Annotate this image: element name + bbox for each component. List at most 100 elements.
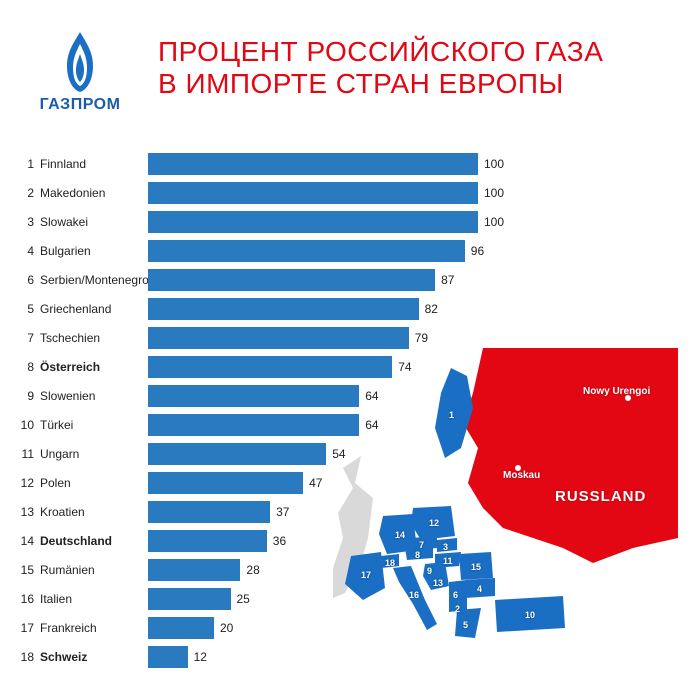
country-label: Polen [38,476,148,490]
bar-row: 1Finnland 100 [20,150,680,178]
country-label: Makedonien [38,186,148,200]
bar-value: 25 [231,588,250,610]
flame-icon [53,30,107,94]
country-label: Tschechien [38,331,148,345]
rank-number: 10 [20,418,38,432]
rank-number: 5 [20,302,38,316]
rank-number: 11 [20,447,38,461]
bar-container: 100 [148,211,680,233]
bar-value: 100 [478,153,504,175]
country-label: Slowenien [38,389,148,403]
bar [148,298,419,320]
bar [148,588,231,610]
map-badge: 9 [427,566,432,576]
rank-number: 16 [20,592,38,606]
map-badge: 15 [471,562,481,572]
country-label: Türkei [38,418,148,432]
map-badge: 11 [443,556,453,566]
bar-value: 12 [188,646,207,668]
map-badge: 7 [419,540,424,550]
bar [148,414,359,436]
bar-container: 96 [148,240,680,262]
bar-container: 87 [148,269,680,291]
country-label: Kroatien [38,505,148,519]
country-label: Griechenland [38,302,148,316]
country-label: Finnland [38,157,148,171]
bar-value: 47 [303,472,322,494]
map-badge: 8 [415,550,420,560]
map-badge: 4 [477,584,482,594]
bar [148,385,359,407]
bar [148,559,240,581]
country-label: Rumänien [38,563,148,577]
map-badge: 17 [361,570,371,580]
country-label: Deutschland [38,534,148,548]
rank-number: 17 [20,621,38,635]
bar [148,530,267,552]
bar-value: 82 [419,298,438,320]
europe-russia-map: Nowy Urengoi Moskau RUSSLAND 1 12 14 17 … [333,338,678,658]
bar [148,211,478,233]
rank-number: 9 [20,389,38,403]
gazprom-logo: ГАЗПРОМ [20,30,140,114]
bar-container: 100 [148,153,680,175]
bar [148,472,303,494]
title-line-1: ПРОЦЕНТ РОССИЙСКОГО ГАЗА [158,36,603,67]
country-label: Ungarn [38,447,148,461]
rank-number: 15 [20,563,38,577]
map-badge: 2 [455,604,460,614]
rank-number: 1 [20,157,38,171]
map-badge: 3 [443,542,448,552]
rank-number: 3 [20,215,38,229]
country-label: Slowakei [38,215,148,229]
bar-container: 100 [148,182,680,204]
bar [148,617,214,639]
map-label-russland: RUSSLAND [555,488,646,505]
title-line-2: В ИМПОРТЕ СТРАН ЕВРОПЫ [158,68,564,99]
map-badge: 6 [453,590,458,600]
bar [148,269,435,291]
bar-container: 82 [148,298,680,320]
country-label: Italien [38,592,148,606]
rank-number: 7 [20,331,38,345]
map-badge: 14 [395,530,405,540]
bar [148,182,478,204]
bar-row: 2Makedonien 100 [20,179,680,207]
map-badge: 12 [429,518,439,528]
bar-value: 100 [478,211,504,233]
bar-value: 36 [267,530,286,552]
rank-number: 6 [20,273,38,287]
country-label: Bulgarien [38,244,148,258]
map-badge: 16 [409,590,419,600]
bar-row: 4Bulgarien 96 [20,237,680,265]
rank-number: 14 [20,534,38,548]
bar-value: 87 [435,269,454,291]
bar [148,646,188,668]
rank-number: 12 [20,476,38,490]
bar-value: 96 [465,240,484,262]
map-badge: 18 [385,558,395,568]
chart-title: ПРОЦЕНТ РОССИЙСКОГО ГАЗА В ИМПОРТЕ СТРАН… [158,30,603,100]
country-label: Schweiz [38,650,148,664]
country-label: Frankreich [38,621,148,635]
bar [148,240,465,262]
map-badge: 5 [463,620,468,630]
bar-value: 37 [270,501,289,523]
bar-value: 28 [240,559,259,581]
bar-row: 5Griechenland 82 [20,295,680,323]
rank-number: 4 [20,244,38,258]
map-badge: 10 [525,610,535,620]
rank-number: 18 [20,650,38,664]
country-label: Österreich [38,360,148,374]
bar [148,443,326,465]
rank-number: 13 [20,505,38,519]
rank-number: 2 [20,186,38,200]
bar [148,501,270,523]
header: ГАЗПРОМ ПРОЦЕНТ РОССИЙСКОГО ГАЗА В ИМПОР… [20,30,680,114]
bar-row: 3Slowakei 100 [20,208,680,236]
logo-text: ГАЗПРОМ [40,96,121,114]
bar-row: 6Serbien/Montenegro87 [20,266,680,294]
map-label-moskau: Moskau [503,470,540,481]
bar-value: 100 [478,182,504,204]
bar [148,153,478,175]
